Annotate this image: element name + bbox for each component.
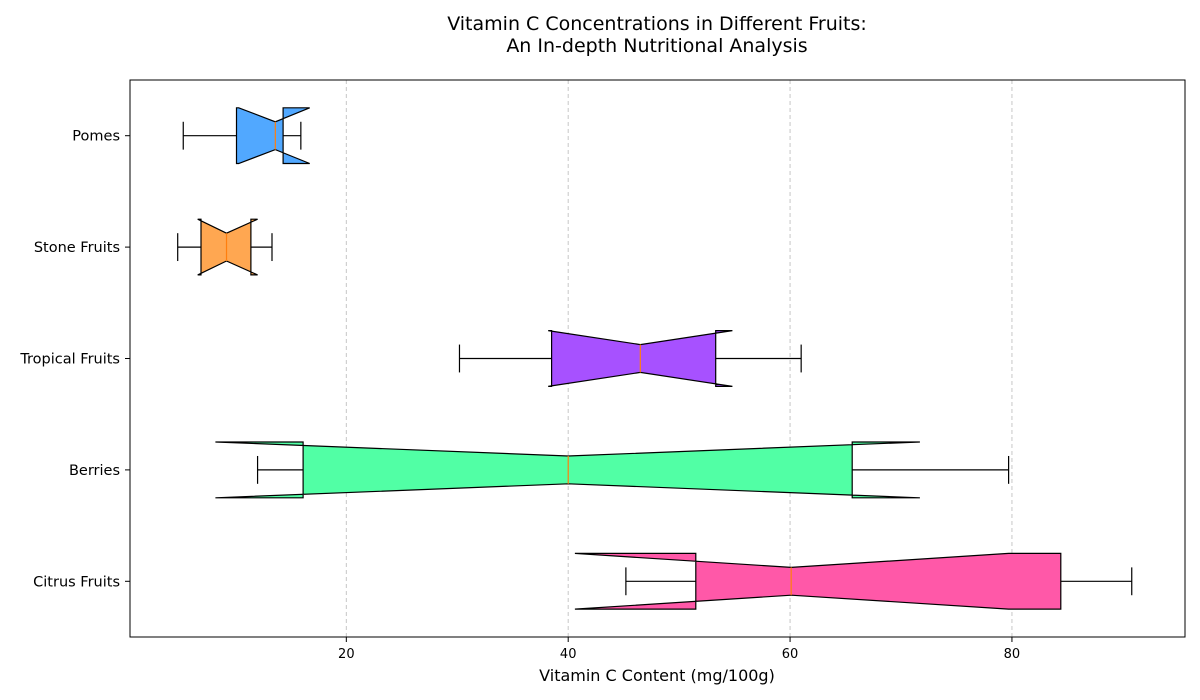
chart-title-line-2: An In-depth Nutritional Analysis bbox=[506, 35, 807, 57]
x-tick-label: 20 bbox=[338, 647, 355, 662]
x-tick-label: 60 bbox=[782, 647, 799, 662]
y-tick-label: Stone Fruits bbox=[34, 240, 120, 256]
chart-title-line-1: Vitamin C Concentrations in Different Fr… bbox=[447, 13, 867, 35]
x-tick-label: 80 bbox=[1004, 647, 1021, 662]
y-axis-ticks: Citrus Fruits Berries Tropical Fruits Stone… bbox=[19, 129, 130, 590]
x-axis-label: Vitamin C Content (mg/100g) bbox=[539, 666, 775, 685]
box bbox=[235, 107, 310, 165]
grid-lines bbox=[345, 80, 1013, 637]
y-tick-label: Pomes bbox=[72, 129, 120, 145]
y-tick-label: Tropical Fruits bbox=[19, 352, 120, 368]
x-axis-ticks: 20 40 60 80 bbox=[338, 637, 1020, 662]
box bbox=[574, 552, 1062, 610]
box bbox=[197, 218, 258, 276]
y-tick-label: Citrus Fruits bbox=[33, 574, 120, 590]
boxes bbox=[177, 107, 1133, 610]
y-tick-label: Berries bbox=[69, 463, 120, 479]
x-tick-label: 40 bbox=[560, 647, 577, 662]
